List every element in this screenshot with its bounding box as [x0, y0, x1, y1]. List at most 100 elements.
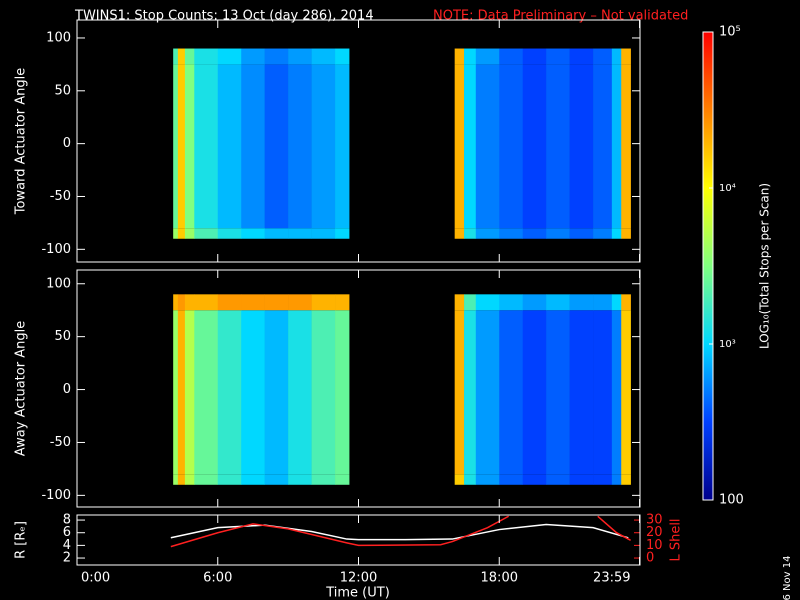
heatmap-cell: [177, 228, 186, 239]
heatmap-cell: [546, 48, 570, 65]
heatmap-cell: [593, 474, 613, 485]
heatmap-cell: [593, 64, 613, 229]
heatmap-cell: [621, 310, 631, 475]
heatmap-cell: [621, 228, 631, 239]
heatmap-cell: [184, 294, 195, 311]
heatmap-cell: [264, 48, 289, 65]
heatmap-cell: [184, 310, 195, 475]
heatmap-cell: [184, 64, 195, 229]
colorbar-tick-label: 10³: [719, 339, 736, 350]
heatmap-cell: [499, 474, 524, 485]
heatmap-cell: [499, 48, 524, 65]
heatmap-cell: [177, 310, 186, 475]
heatmap-cell: [593, 48, 613, 65]
heatmap-cell: [621, 48, 631, 65]
x-tick-label: 23:59: [593, 571, 630, 586]
heatmap-cell: [177, 294, 186, 311]
heatmap-cell: [194, 48, 219, 65]
y2-axis-label: L Shell: [669, 518, 684, 561]
heatmap-cell: [464, 64, 477, 229]
heatmap-cell: [184, 228, 195, 239]
heatmap-cell: [241, 474, 265, 485]
y-axis-label: Away Actuator Angle: [14, 321, 29, 456]
y-tick-label: 50: [54, 83, 71, 98]
heatmap-cell: [241, 48, 265, 65]
heatmap-cell: [241, 228, 265, 239]
heatmap-cell: [335, 294, 350, 311]
heatmap-cell: [311, 294, 336, 311]
heatmap-cell: [311, 48, 336, 65]
heatmap-cell: [335, 474, 350, 485]
y-tick-label: -50: [50, 189, 71, 204]
x-tick-label: 0:00: [81, 571, 110, 586]
colorbar-tick-label: 100: [719, 493, 744, 508]
heatmap-cell: [177, 474, 186, 485]
heatmap-cell: [264, 310, 289, 475]
y-tick-label: -100: [41, 242, 71, 257]
heatmap-cell: [475, 294, 500, 311]
y-axis-label: Toward Actuator Angle: [14, 68, 29, 215]
heatmap-cell: [217, 48, 242, 65]
heatmap-cell: [569, 294, 594, 311]
heatmap-cell: [464, 228, 477, 239]
y-tick-label: 100: [46, 30, 71, 45]
heatmap-cell: [194, 474, 219, 485]
heatmap-cell: [217, 64, 242, 229]
note: NOTE: Data Preliminary – Not validated: [433, 9, 688, 24]
heatmap-cell: [546, 228, 570, 239]
heatmap-cell: [454, 474, 465, 485]
line: [170, 523, 629, 541]
heatmap-cell: [611, 294, 622, 311]
heatmap-cell: [288, 228, 312, 239]
heatmap-cell: [593, 294, 613, 311]
heatmap-cell: [173, 228, 179, 239]
heatmap-cell: [569, 474, 594, 485]
heatmap-cell: [522, 228, 547, 239]
heatmap-cell: [288, 474, 312, 485]
heatmap-cell: [288, 294, 312, 311]
heatmap-cell: [194, 294, 219, 311]
heatmap-cell: [288, 48, 312, 65]
heatmap-cell: [621, 474, 631, 485]
heatmap-cell: [335, 310, 350, 475]
heatmap-cell: [173, 294, 179, 311]
y-tick-label: -50: [50, 435, 71, 450]
heatmap-cell: [475, 64, 500, 229]
y-tick-label: 0: [63, 382, 71, 397]
y-tick-label: -100: [41, 488, 71, 503]
heatmap-cell: [217, 294, 242, 311]
heatmap-cell: [546, 474, 570, 485]
y-tick-label: 0: [63, 136, 71, 151]
heatmap-cell: [311, 474, 336, 485]
heatmap-cell: [217, 310, 242, 475]
heatmap-cell: [173, 474, 179, 485]
heatmap-cell: [194, 228, 219, 239]
heatmap-cell: [475, 474, 500, 485]
heatmap-cell: [264, 64, 289, 229]
heatmap-cell: [475, 228, 500, 239]
heatmap-cell: [499, 294, 524, 311]
x-tick-label: 12:00: [340, 571, 377, 586]
colorbar-tick-label: 10⁴: [719, 183, 736, 194]
heatmap-cell: [217, 228, 242, 239]
heatmap-cell: [173, 64, 179, 229]
heatmap-cell: [335, 228, 350, 239]
heatmap-cell: [177, 48, 186, 65]
line: [170, 515, 631, 548]
heatmap-cell: [522, 310, 547, 475]
heatmap-cell: [464, 48, 477, 65]
heatmap-cell: [241, 294, 265, 311]
heatmap-cell: [611, 228, 622, 239]
y-tick-label: 2: [63, 551, 71, 566]
heatmap-cell: [522, 474, 547, 485]
heatmap-cell: [569, 228, 594, 239]
heatmap-cell: [288, 64, 312, 229]
heatmap-cell: [264, 474, 289, 485]
heatmap-cell: [241, 64, 265, 229]
heatmap-cell: [177, 64, 186, 229]
heatmap-cell: [522, 294, 547, 311]
date-stamp: 6 Nov 14: [782, 556, 793, 600]
x-axis-label: Time (UT): [325, 586, 390, 600]
heatmap-cell: [173, 310, 179, 475]
